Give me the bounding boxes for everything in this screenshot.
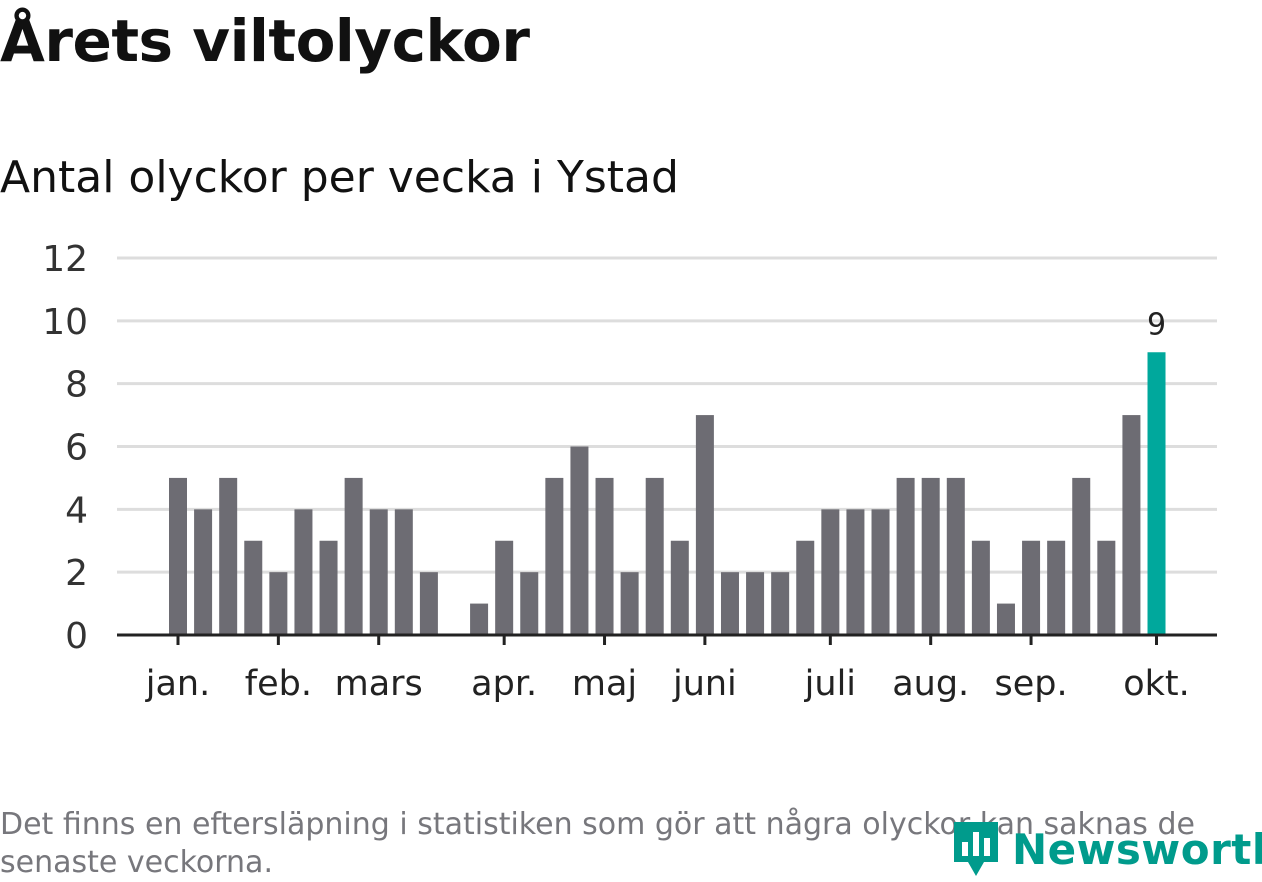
bar (244, 540, 263, 635)
newsworthy-logo-text: Newsworthy (1012, 824, 1262, 874)
bar (946, 477, 965, 635)
bar (771, 572, 790, 635)
chart-subtitle: Antal olyckor per vecka i Ystad (0, 152, 679, 203)
bar (570, 446, 589, 635)
bar (720, 572, 739, 635)
bar (495, 540, 514, 635)
bar (796, 540, 815, 635)
y-tick-label: 0 (65, 616, 88, 657)
bar (821, 509, 840, 635)
bar (419, 572, 438, 635)
bar (1047, 540, 1066, 635)
x-tick-label: juni (672, 664, 737, 704)
y-tick-label: 2 (65, 553, 88, 594)
bar (1122, 415, 1141, 635)
bar (394, 509, 413, 635)
x-tick-label: okt. (1123, 664, 1190, 704)
y-tick-label: 6 (65, 428, 88, 469)
x-tick-label: aug. (892, 664, 969, 704)
chart-title: Årets viltolyckor (0, 7, 530, 75)
bar-highlight (1147, 352, 1166, 635)
bar (846, 509, 865, 635)
bar (921, 477, 940, 635)
x-tick-label: apr. (471, 664, 537, 704)
bar (620, 572, 639, 635)
bar (645, 477, 664, 635)
newsworthy-logo: Newsworthy (950, 818, 1262, 880)
bar (319, 540, 338, 635)
bar (294, 509, 313, 635)
x-tick-label: mars (335, 664, 423, 704)
bar (1072, 477, 1091, 635)
data-label: 9 (1147, 307, 1166, 342)
y-tick-label: 4 (65, 490, 88, 531)
bar (470, 603, 489, 635)
bar (670, 540, 689, 635)
bar (896, 477, 915, 635)
x-tick-label: feb. (245, 664, 312, 704)
bar (746, 572, 765, 635)
bar (1097, 540, 1116, 635)
x-tick-label: sep. (994, 664, 1067, 704)
bar (269, 572, 288, 635)
x-tick-label: maj (572, 664, 637, 704)
newsworthy-logo-icon (954, 822, 998, 876)
y-tick-label: 10 (42, 302, 88, 343)
bar (871, 509, 890, 635)
bar (369, 509, 388, 635)
bar (695, 415, 714, 635)
x-tick-label: jan. (145, 664, 210, 704)
bar (169, 477, 187, 635)
bar (194, 509, 213, 635)
bar (520, 572, 539, 635)
y-tick-label: 8 (65, 365, 88, 406)
bar (545, 477, 564, 635)
bar (1022, 540, 1041, 635)
bar (219, 477, 238, 635)
x-tick-label: juli (804, 664, 856, 704)
bar (344, 477, 363, 635)
bar (971, 540, 990, 635)
bar (595, 477, 614, 635)
bar (996, 603, 1015, 635)
y-tick-label: 12 (42, 239, 88, 280)
